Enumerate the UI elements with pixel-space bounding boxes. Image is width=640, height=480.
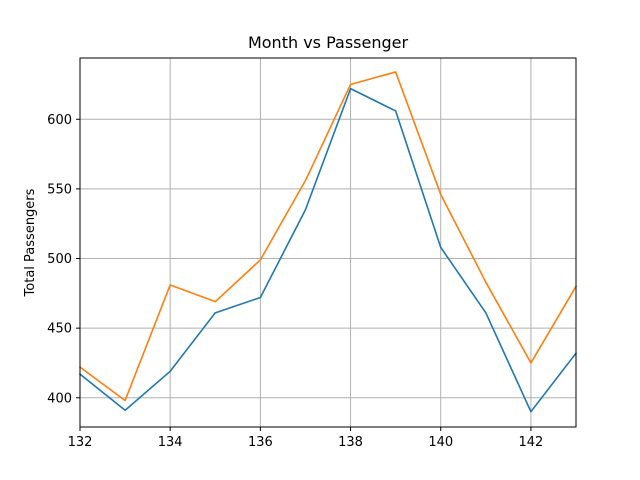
x-tick-label: 136 — [248, 435, 273, 450]
axis-ticks: 132 134 136 138 140 142 400 450 500 550 600 — [47, 113, 543, 450]
x-tick-label: 132 — [68, 435, 93, 450]
series-line-1 — [78, 87, 578, 413]
series-lines — [78, 71, 578, 413]
y-tick-label: 500 — [47, 252, 72, 267]
x-tick-label: 142 — [518, 435, 543, 450]
y-axis-label: Total Passengers — [23, 188, 38, 297]
y-tick-label: 550 — [47, 182, 72, 197]
x-tick-label: 138 — [338, 435, 363, 450]
plot-frame — [79, 57, 577, 428]
x-tick-label: 140 — [428, 435, 453, 450]
grid — [79, 58, 576, 427]
y-tick-label: 450 — [47, 322, 72, 337]
series-line-2 — [78, 71, 578, 402]
y-tick-label: 400 — [47, 391, 72, 406]
chart-title: Month vs Passenger — [248, 33, 409, 52]
y-tick-label: 600 — [47, 113, 72, 128]
x-tick-label: 134 — [158, 435, 183, 450]
